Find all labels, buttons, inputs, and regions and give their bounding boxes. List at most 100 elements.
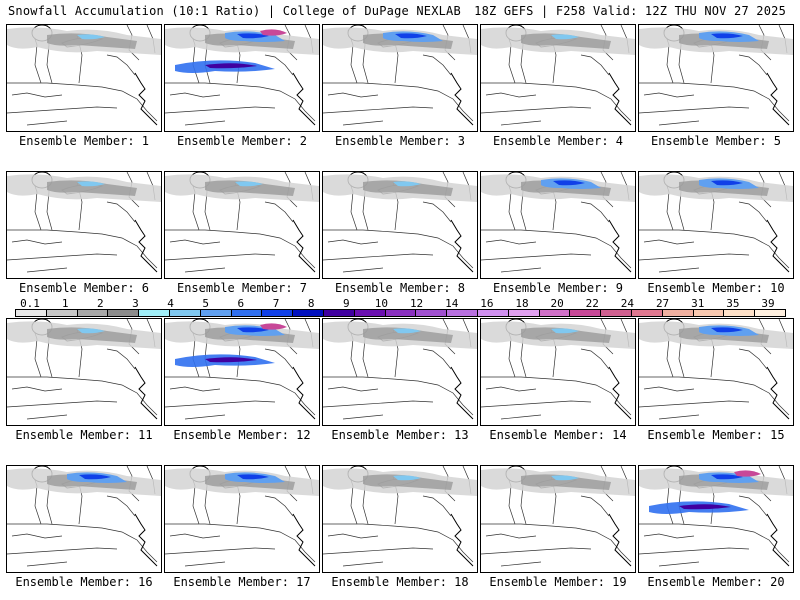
legend-color-swatch [538,309,571,317]
legend-tick-label: 20 [550,297,564,310]
legend-tick-label: 18 [515,297,529,310]
legend-tick-label: 10 [374,297,389,310]
snowfall-map [323,319,477,420]
legend-tick-label: 3 [132,297,139,310]
ensemble-member-label: Ensemble Member: 20 [647,575,785,589]
snowfall-map [481,319,635,420]
snowfall-map [323,25,477,126]
snowfall-map [639,25,793,126]
ensemble-member-map [6,318,162,426]
legend-tick-label: 24 [620,297,635,310]
ensemble-member-label: Ensemble Member: 10 [647,281,785,295]
legend-color-swatch [661,309,694,317]
ensemble-member-label: Ensemble Member: 2 [176,134,308,148]
legend-tick-label: 31 [691,297,705,310]
snowfall-map [323,466,477,567]
legend-tick-label: 1 [61,297,69,310]
ensemble-member-label: Ensemble Member: 12 [173,428,311,442]
ensemble-member-label: Ensemble Member: 14 [489,428,627,442]
legend-color-swatch [692,309,725,317]
ensemble-member-map [480,171,636,279]
legend-color-swatch [199,309,232,317]
legend-tick-label: 0.1 [20,297,40,310]
snowfall-map [323,172,477,273]
ensemble-member-label: Ensemble Member: 17 [173,575,311,589]
legend-color-swatch [169,309,201,317]
ensemble-member-map [322,465,478,573]
legend-color-swatch [230,309,263,317]
snowfall-map [639,172,793,273]
legend-color-swatch [754,309,786,317]
legend-tick-label: 16 [480,297,494,310]
snowfall-map [7,466,161,567]
model-run-info: 18Z GEFS | F258 Valid: 12Z THU NOV 27 20… [474,4,786,18]
legend-color-swatch [353,309,386,317]
snowfall-map [165,172,319,273]
map-title: Snowfall Accumulation (10:1 Ratio) | Col… [8,4,461,18]
legend-color-swatch [384,309,417,317]
ensemble-member-map [638,465,794,573]
ensemble-member-map [164,24,320,132]
legend-color-swatch [723,309,756,317]
snowfall-map [481,466,635,567]
snowfall-map [165,25,319,126]
ensemble-member-label: Ensemble Member: 19 [489,575,627,589]
ensemble-member-map [638,24,794,132]
legend-color-swatch [569,309,602,317]
ensemble-member-label: Ensemble Member: 4 [492,134,624,148]
legend-tick-label: 5 [202,297,210,310]
legend-color-swatch [507,309,540,317]
ensemble-member-map [164,318,320,426]
ensemble-member-label: Ensemble Member: 15 [647,428,785,442]
snowfall-map [7,172,161,273]
legend-color-swatch [446,309,478,317]
legend-tick-label: 14 [445,297,459,310]
ensemble-member-map [322,24,478,132]
ensemble-member-label: Ensemble Member: 6 [18,281,150,295]
ensemble-member-label: Ensemble Member: 7 [176,281,308,295]
legend-color-swatch [76,309,109,317]
ensemble-member-label: Ensemble Member: 9 [492,281,624,295]
ensemble-member-map [638,318,794,426]
ensemble-member-map [6,24,162,132]
snowfall-map [165,319,319,420]
legend-color-swatch [138,309,170,317]
ensemble-member-map [164,171,320,279]
ensemble-member-map [164,465,320,573]
snowfall-map [7,319,161,420]
legend-tick-label: 8 [307,297,315,310]
ensemble-member-map [322,318,478,426]
ensemble-member-label: Ensemble Member: 13 [331,428,469,442]
snowfall-map [639,466,793,567]
ensemble-member-label: Ensemble Member: 1 [18,134,150,148]
legend-tick-label: 35 [726,297,740,310]
snowfall-map [481,25,635,126]
ensemble-member-map [6,171,162,279]
ensemble-member-label: Ensemble Member: 18 [331,575,469,589]
legend-color-swatch [600,309,632,317]
snowfall-map [481,172,635,273]
legend-tick-label: 4 [167,297,174,310]
legend-tick-label: 7 [272,297,280,310]
legend-color-swatch [45,309,78,317]
legend-tick-label: 12 [409,297,424,310]
legend-tick-label: 9 [342,297,350,310]
ensemble-member-map [480,318,636,426]
ensemble-member-label: Ensemble Member: 8 [334,281,466,295]
snowfall-map [165,466,319,567]
ensemble-member-label: Ensemble Member: 5 [650,134,782,148]
legend-color-swatch [15,309,47,317]
ensemble-member-label: Ensemble Member: 16 [15,575,153,589]
ensemble-member-map [480,24,636,132]
legend-color-swatch [415,309,448,317]
legend-color-swatch [323,309,355,317]
ensemble-member-map [638,171,794,279]
legend-tick-label: 6 [237,297,245,310]
legend-color-swatch [292,309,324,317]
ensemble-member-map [322,171,478,279]
snowfall-map [639,319,793,420]
snowfall-map [7,25,161,126]
legend-tick-label: 39 [761,297,775,310]
ensemble-member-map [6,465,162,573]
legend-tick-label: 22 [585,297,599,310]
